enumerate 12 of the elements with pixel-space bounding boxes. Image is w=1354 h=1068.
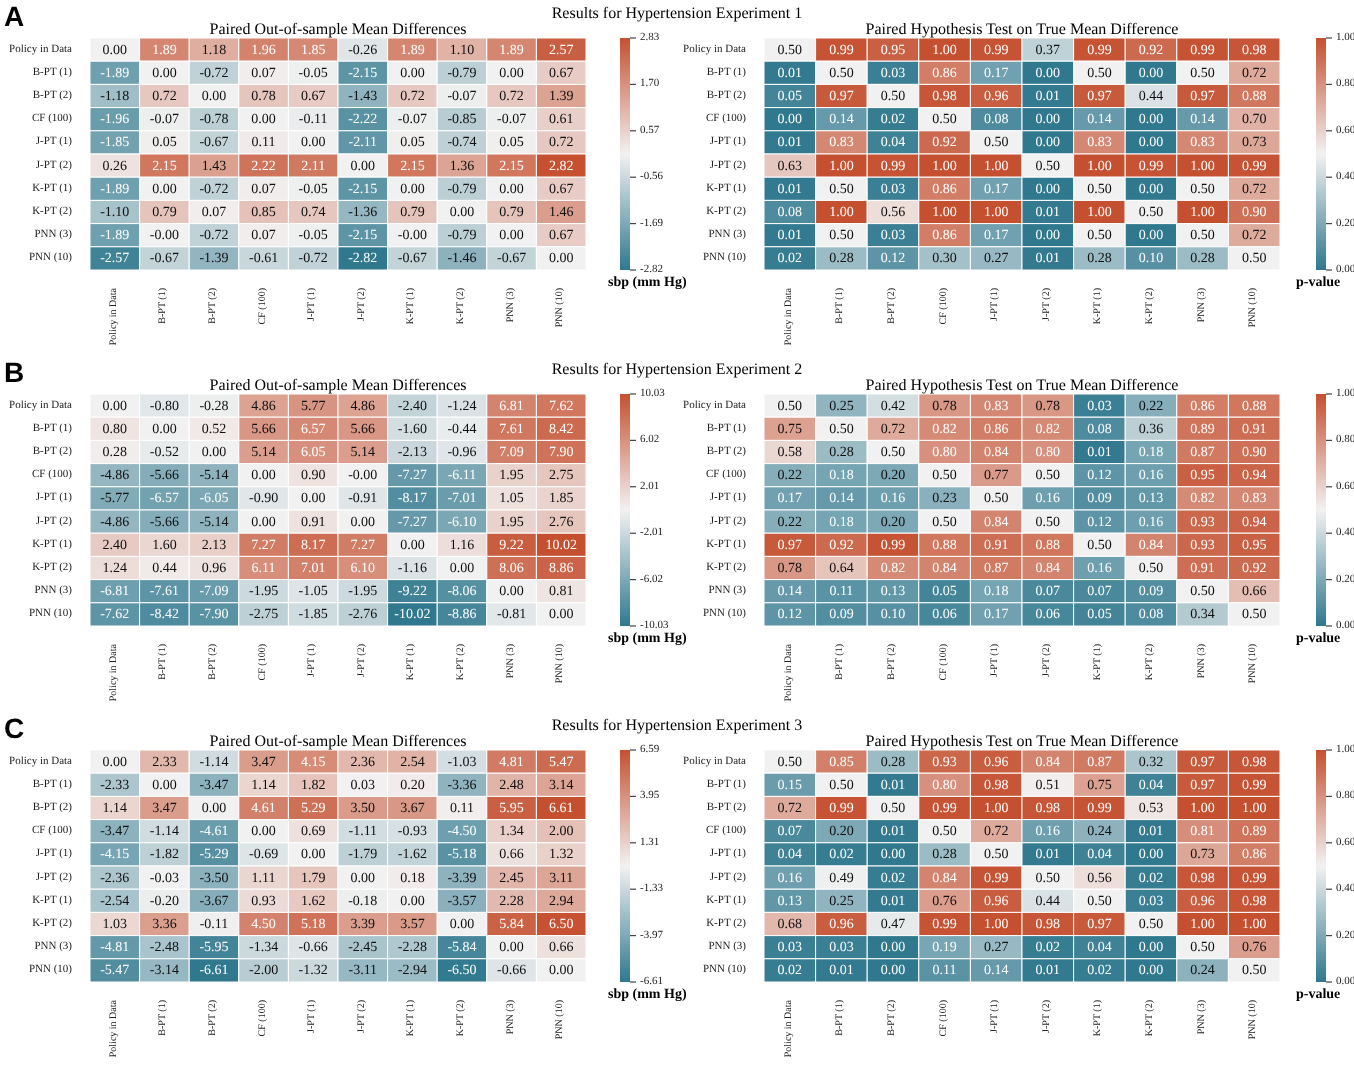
chart-title: Paired Hypothesis Test on True Mean Difference — [863, 732, 1181, 750]
chart-title: Paired Out-of-sample Mean Differences — [207, 732, 469, 750]
text: C — [4, 712, 25, 744]
chart-title: Paired Out-of-sample Mean Differences — [207, 20, 469, 38]
chart-title: Paired Out-of-sample Mean Differences — [207, 376, 469, 394]
text: B — [4, 356, 25, 388]
text: Results for Hypertension Experiment 3 — [551, 716, 803, 734]
text: A — [4, 0, 25, 32]
chart-title: Paired Hypothesis Test on True Mean Difference — [863, 376, 1181, 394]
text: Results for Hypertension Experiment 1 — [551, 4, 803, 22]
chart-title: Paired Hypothesis Test on True Mean Difference — [863, 20, 1181, 38]
text: Results for Hypertension Experiment 2 — [551, 360, 803, 378]
